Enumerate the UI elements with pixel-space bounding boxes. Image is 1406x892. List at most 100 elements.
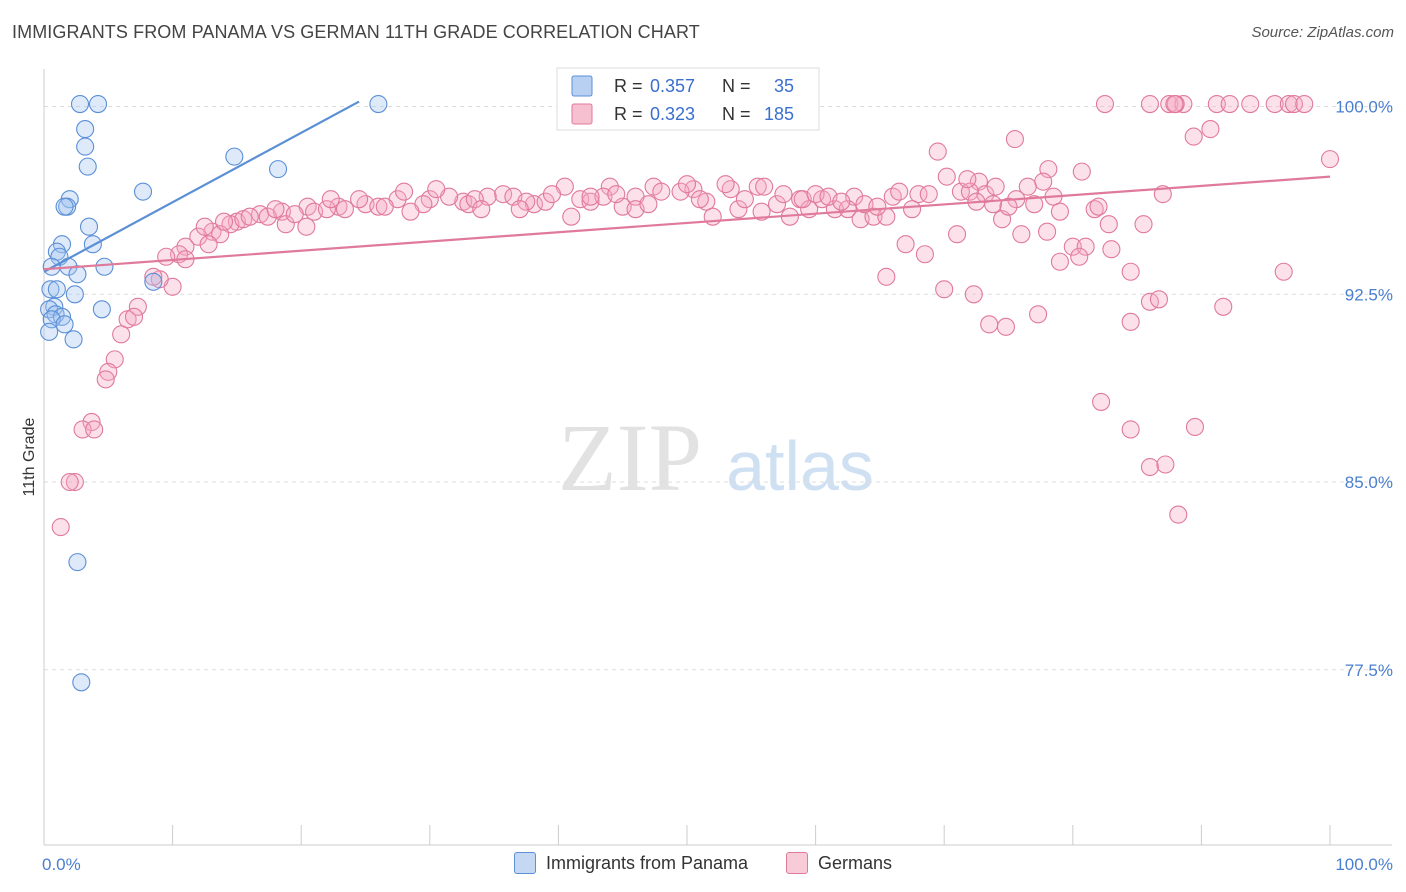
legend-label-germans: Germans	[818, 852, 893, 873]
legend-box	[556, 67, 820, 131]
point-s1-135	[85, 420, 104, 439]
point-s1-144	[321, 190, 340, 209]
y-tick-label-2: 85.0%	[1345, 473, 1393, 492]
point-s1-108	[964, 285, 983, 304]
point-s0-4	[76, 137, 95, 156]
point-s0-12	[79, 217, 99, 236]
point-s1-114	[1214, 297, 1233, 316]
y-axis-title: 11th Grade	[21, 417, 38, 496]
point-s0-5	[225, 147, 244, 166]
watermark: ZIP atlas	[558, 404, 874, 511]
point-s1-142	[285, 205, 304, 224]
point-s1-1	[1160, 94, 1179, 114]
point-s1-157	[639, 195, 658, 214]
y-tick-label-1: 92.5%	[1345, 285, 1393, 304]
point-s1-73	[671, 182, 690, 201]
x-tick-labels: 0.0% 100.0%	[42, 855, 1393, 874]
point-s1-26	[976, 185, 995, 204]
legend-swatch-1	[571, 103, 593, 125]
point-s1-154	[581, 187, 600, 206]
point-s1-55	[276, 215, 295, 234]
trend-line-1	[43, 175, 1331, 271]
point-s1-158	[677, 175, 697, 194]
point-s0-33	[64, 330, 83, 349]
point-s1-102	[1121, 262, 1140, 281]
legend-label-panama: Immigrants from Panama	[545, 852, 749, 873]
point-s1-153	[562, 207, 581, 226]
point-s1-109	[980, 315, 999, 334]
point-s1-52	[176, 237, 195, 256]
point-s1-183	[240, 207, 259, 226]
point-s0-3	[76, 120, 95, 139]
grid	[44, 106, 1392, 671]
point-s1-32	[721, 180, 740, 199]
legend-r-value-1: 0.323	[650, 104, 695, 124]
point-s1-180	[1099, 215, 1118, 234]
legend-r-label-0: R =	[614, 76, 643, 96]
point-s0-21	[144, 272, 163, 291]
point-s1-113	[1121, 312, 1140, 331]
point-s1-131	[99, 362, 118, 381]
y-tick-labels: 100.0% 92.5% 85.0% 77.5%	[1335, 98, 1393, 680]
point-s1-138	[51, 518, 70, 537]
point-s1-51	[189, 227, 208, 246]
point-s1-170	[890, 182, 909, 201]
point-s1-175	[986, 177, 1005, 196]
point-s1-107	[935, 280, 954, 299]
point-s1-22	[1034, 172, 1053, 191]
point-s1-173	[958, 170, 977, 189]
point-s0-28	[92, 300, 111, 319]
point-s1-141	[258, 207, 277, 226]
point-s1-90	[948, 225, 967, 244]
point-s1-146	[375, 197, 394, 216]
point-s1-119	[1156, 455, 1175, 474]
point-s0-2	[369, 94, 388, 114]
point-s1-72	[652, 182, 671, 201]
point-s1-163	[774, 185, 793, 204]
axes	[43, 69, 1392, 846]
point-s0-6	[78, 157, 97, 176]
point-s1-120	[1169, 505, 1188, 524]
point-s0-1	[88, 94, 108, 114]
point-s1-151	[510, 200, 529, 219]
point-s1-147	[401, 202, 420, 221]
point-s1-40	[454, 192, 473, 211]
legend-r-label-1: R =	[614, 104, 643, 124]
point-s0-23	[47, 280, 66, 299]
legend-item-germans: Germans	[786, 852, 892, 874]
point-s0-19	[95, 257, 114, 276]
point-s1-167	[832, 192, 851, 211]
source-attribution: Source: ZipAtlas.com	[1251, 24, 1394, 41]
point-s1-178	[1038, 222, 1057, 241]
point-s0-31	[55, 315, 74, 334]
point-s1-181	[195, 217, 214, 236]
point-s1-126	[128, 297, 147, 316]
point-s1-105	[1149, 290, 1169, 309]
point-s1-57	[317, 200, 336, 219]
point-s1-177	[1012, 225, 1031, 244]
point-s0-8	[133, 182, 153, 201]
point-s1-15	[1320, 150, 1340, 169]
point-s0-24	[65, 285, 84, 304]
point-s1-24	[1018, 177, 1037, 196]
point-s1-176	[999, 197, 1018, 216]
point-s1-4	[1207, 94, 1226, 114]
point-s1-88	[902, 200, 922, 219]
point-s1-10	[1295, 94, 1314, 114]
point-s1-77	[752, 202, 771, 221]
point-s1-106	[877, 267, 896, 286]
point-s1-8	[1279, 94, 1298, 114]
watermark-zip: ZIP	[558, 404, 702, 511]
point-s1-172	[937, 167, 956, 186]
point-s1-5	[1220, 94, 1239, 114]
point-s1-160	[716, 175, 735, 194]
point-s1-129	[112, 325, 131, 344]
y-tick-label-3: 77.5%	[1345, 661, 1393, 680]
point-s0-11	[55, 197, 74, 216]
point-s1-59	[369, 197, 388, 216]
point-s1-6	[1241, 94, 1260, 114]
point-s1-13	[1184, 127, 1203, 146]
legend-n-value-1: 185	[764, 104, 794, 124]
data-points	[40, 94, 1340, 692]
